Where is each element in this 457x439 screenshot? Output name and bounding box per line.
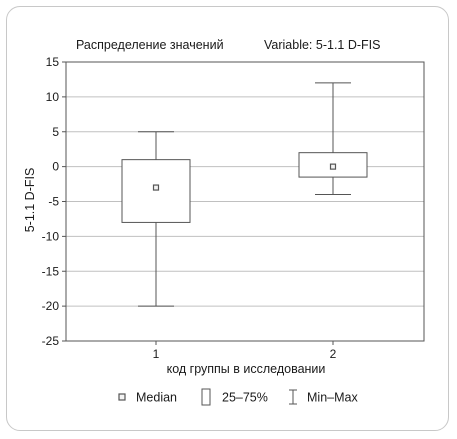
plot-frame: [65, 61, 425, 342]
box-group-1: [121, 131, 191, 307]
legend-label: Median: [136, 391, 177, 405]
chart-subtitle: Variable: 5-1.1 D-FIS: [264, 38, 380, 52]
x-tick-label: 2: [330, 347, 337, 361]
y-tick-label: -10: [42, 229, 60, 243]
box-group-2: [298, 82, 368, 196]
legend-whisker-icon: [289, 389, 297, 405]
y-tick-label: -20: [42, 299, 60, 313]
y-tick-label: 15: [46, 55, 60, 69]
x-tick-label: 1: [153, 347, 160, 361]
legend-box-icon: [201, 388, 211, 406]
legend-item-median: Median: [118, 391, 177, 405]
median-marker: [152, 184, 160, 191]
median-marker: [329, 163, 337, 170]
legend-label: 25–75%: [222, 391, 268, 405]
legend-label: Min–Max: [307, 391, 358, 405]
legend: Median 25–75% Min–Max: [118, 388, 358, 406]
y-tick-label: -15: [42, 264, 60, 278]
iqr-box: [298, 152, 368, 178]
iqr-box: [121, 159, 191, 223]
y-tick-label: 10: [46, 90, 60, 104]
grid: [66, 96, 424, 307]
y-tick-label: 5: [52, 125, 59, 139]
chart-frame: [6, 6, 449, 431]
y-tick-label: -25: [42, 334, 60, 348]
legend-median-icon: [118, 393, 126, 401]
y-tick-label: 0: [52, 160, 59, 174]
chart-title: Распределение значений: [76, 38, 224, 52]
y-tick-label: -5: [48, 195, 59, 209]
x-axis-label: код группы в исследовании: [167, 362, 326, 376]
legend-item-box: 25–75%: [201, 388, 268, 406]
legend-item-whisker: Min–Max: [289, 389, 358, 405]
y-axis-label: 5-1.1 D-FIS: [23, 168, 37, 233]
box-series: [121, 82, 368, 307]
plot-border: [65, 61, 425, 342]
y-axis-ticks: 15 10 5 0 -5 -10 -15 -20 -25: [42, 55, 66, 348]
